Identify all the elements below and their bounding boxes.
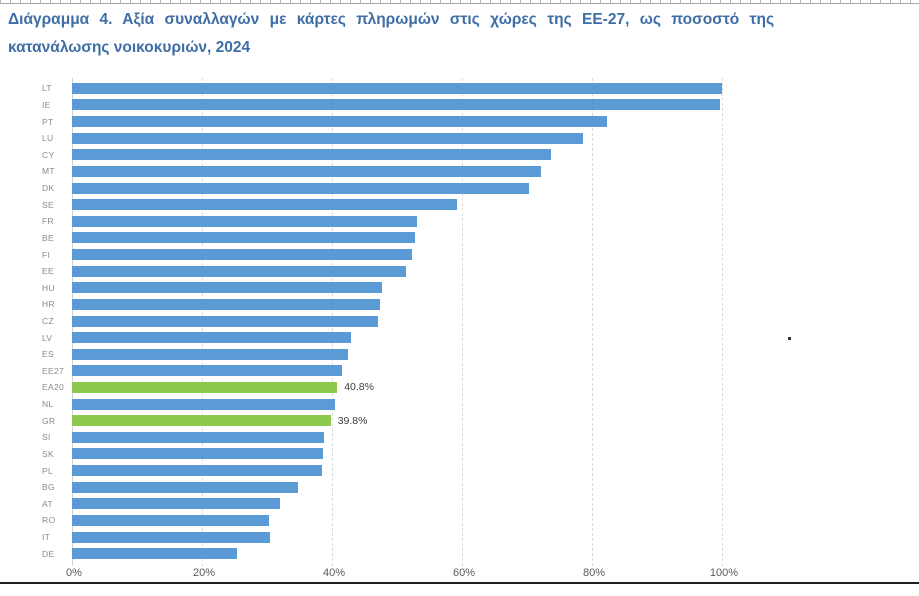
bar-se	[72, 199, 457, 211]
bar-hu	[72, 282, 383, 294]
category-label-si: SI	[42, 432, 51, 443]
category-label-cz: CZ	[42, 315, 54, 326]
bar-be	[72, 232, 415, 244]
x-tick-label: 40%	[322, 567, 346, 579]
bar-cz	[72, 315, 378, 327]
bar-it	[72, 531, 270, 543]
bar-pl	[72, 465, 322, 477]
category-label-ea20: EA20	[42, 382, 64, 393]
bar-sk	[72, 448, 323, 460]
bar-nl	[72, 398, 336, 410]
x-axis: 0% 20% 40% 60% 80% 100%	[0, 567, 919, 581]
data-label-ea20: 40.8%	[344, 381, 374, 394]
bar-ee27	[72, 365, 343, 377]
bar-pt	[72, 116, 607, 128]
gridline	[592, 78, 593, 566]
top-table-border	[0, 0, 919, 4]
category-label-ee27: EE27	[42, 365, 64, 376]
bar-si	[72, 431, 325, 443]
bar-gr	[72, 415, 331, 427]
bar-lu	[72, 132, 583, 144]
chart-title-line2: κατανάλωσης νοικοκυριών, 2024	[8, 39, 251, 56]
bar-ea20	[72, 381, 338, 393]
category-label-nl: NL	[42, 399, 54, 410]
x-tick-label: 60%	[452, 567, 476, 579]
bar-ee	[72, 265, 407, 277]
category-label-mt: MT	[42, 166, 55, 177]
bar-dk	[72, 182, 529, 194]
x-tick-label: 100%	[709, 567, 739, 579]
bar-cy	[72, 149, 552, 161]
bar-de	[72, 548, 238, 560]
category-label-se: SE	[42, 199, 54, 210]
category-label-ro: RO	[42, 515, 56, 526]
stray-dot	[788, 337, 791, 340]
category-label-gr: GR	[42, 415, 56, 426]
bar-hr	[72, 298, 381, 310]
category-label-fr: FR	[42, 216, 54, 227]
bar-mt	[72, 165, 542, 177]
category-label-be: BE	[42, 232, 54, 243]
category-label-hr: HR	[42, 299, 55, 310]
category-label-lt: LT	[42, 83, 52, 94]
gridline	[462, 78, 463, 566]
gridline	[722, 78, 723, 566]
category-label-at: AT	[42, 498, 53, 509]
category-label-de: DE	[42, 548, 55, 559]
bar-ro	[72, 514, 269, 526]
bar-es	[72, 348, 348, 360]
x-tick-label: 80%	[582, 567, 606, 579]
chart-title-line1: Διάγραμμα 4. Αξία συναλλαγών με κάρτες π…	[8, 11, 774, 28]
category-label-pl: PL	[42, 465, 53, 476]
category-label-ie: IE	[42, 99, 51, 110]
x-tick-label: 20%	[192, 567, 216, 579]
bar-at	[72, 498, 280, 510]
bar-fr	[72, 215, 417, 227]
category-label-fi: FI	[42, 249, 51, 260]
bar-chart: LT IE PT LU CY MT DK SE FR BE FI EE HU HR CZ LV ES EE27 EA…	[0, 70, 800, 570]
category-label-lu: LU	[42, 133, 54, 144]
category-label-lv: LV	[42, 332, 53, 343]
bar-lv	[72, 332, 351, 344]
category-label-it: IT	[42, 532, 51, 543]
x-tick-label: 0%	[66, 567, 82, 579]
chart-title: Διάγραμμα 4. Αξία συναλλαγών με κάρτες π…	[8, 6, 774, 62]
category-label-pt: PT	[42, 116, 54, 127]
category-label-hu: HU	[42, 282, 55, 293]
category-label-dk: DK	[42, 183, 55, 194]
bar-lt	[72, 82, 722, 94]
bar-fi	[72, 249, 412, 261]
category-label-ee: EE	[42, 266, 54, 277]
bar-bg	[72, 481, 298, 493]
data-label-gr: 39.8%	[337, 414, 368, 427]
bar-ie	[72, 99, 721, 111]
category-label-es: ES	[42, 349, 54, 360]
category-label-bg: BG	[42, 482, 55, 493]
category-label-cy: CY	[42, 149, 55, 160]
category-label-sk: SK	[42, 448, 54, 459]
bottom-table-border	[0, 582, 919, 584]
